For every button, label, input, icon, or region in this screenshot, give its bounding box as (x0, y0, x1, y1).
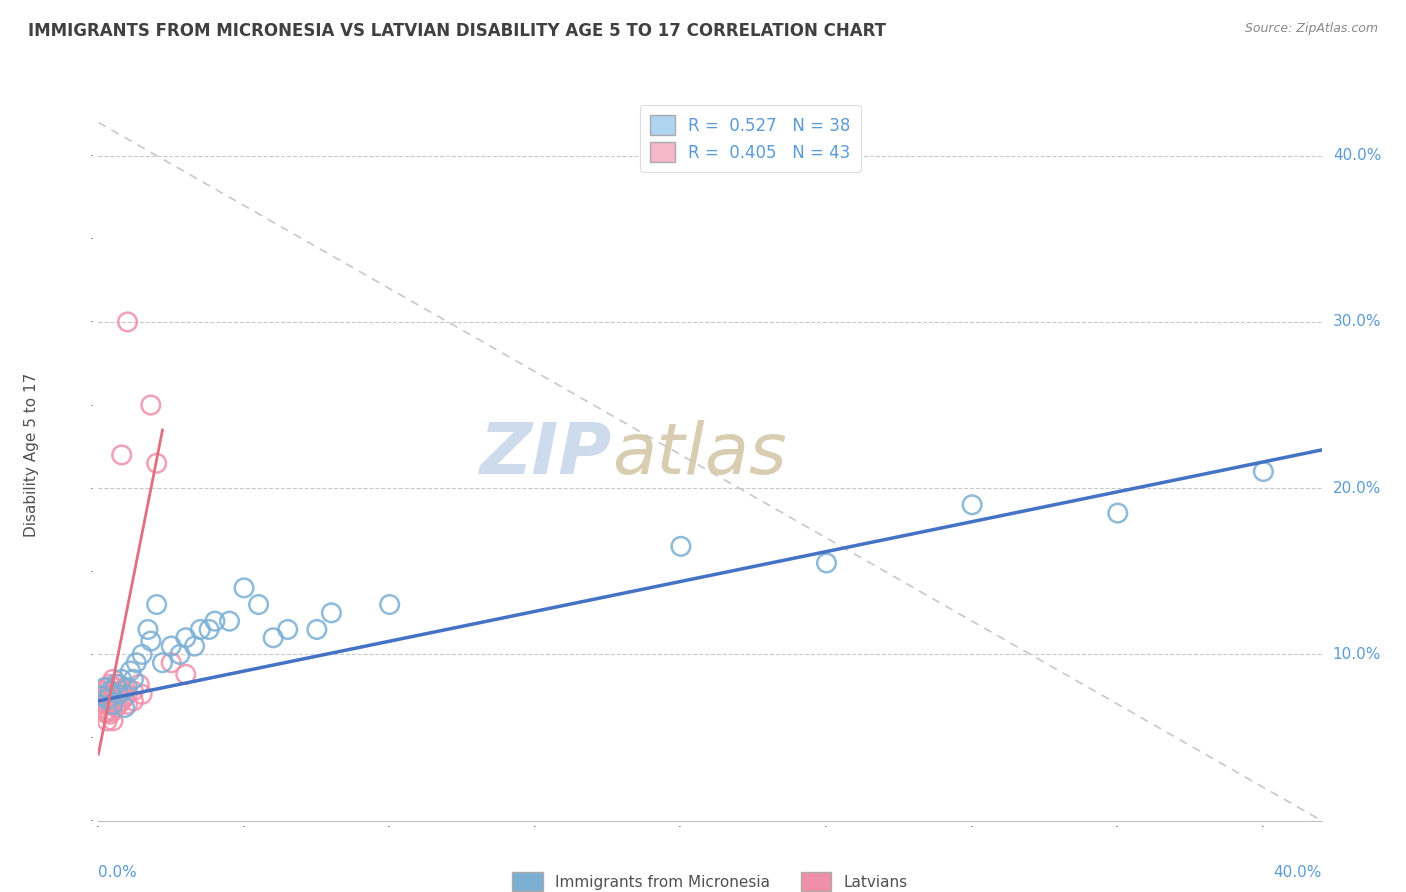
Text: Source: ZipAtlas.com: Source: ZipAtlas.com (1244, 22, 1378, 36)
Point (122, 673, 145, 687)
Point (96, 692, 118, 706)
Point (111, 694, 134, 708)
Point (111, 448, 134, 462)
Text: 10.0%: 10.0% (1333, 647, 1381, 662)
Point (277, 623, 299, 637)
Point (101, 698, 124, 712)
Point (305, 623, 328, 637)
Legend: Immigrants from Micronesia, Latvians: Immigrants from Micronesia, Latvians (506, 866, 914, 892)
Point (247, 598, 270, 612)
Point (101, 714, 124, 728)
Point (117, 681, 139, 695)
Point (125, 656, 148, 670)
Text: 40.0%: 40.0% (1333, 148, 1381, 163)
Point (96, 689, 118, 703)
Point (114, 681, 136, 695)
Point (169, 648, 191, 662)
Point (98, 684, 121, 698)
Point (96, 698, 118, 712)
Point (262, 631, 284, 645)
Point (101, 694, 124, 708)
Text: 30.0%: 30.0% (1333, 315, 1381, 329)
Point (90, 694, 112, 708)
Point (131, 687, 153, 701)
Point (117, 687, 139, 701)
Point (104, 681, 127, 695)
Point (160, 639, 183, 653)
Text: 20.0%: 20.0% (1333, 481, 1381, 496)
Point (111, 684, 134, 698)
Point (183, 639, 205, 653)
Point (378, 598, 401, 612)
Point (90, 700, 112, 714)
Point (117, 698, 139, 712)
Point (108, 687, 131, 701)
Point (139, 398, 162, 412)
Text: 40.0%: 40.0% (1274, 864, 1322, 880)
Point (1107, 506, 1129, 520)
Text: Disability Age 5 to 17: Disability Age 5 to 17 (24, 373, 38, 537)
Point (114, 690, 136, 705)
Point (122, 684, 145, 698)
Point (152, 656, 174, 670)
Point (145, 456, 167, 470)
Point (93, 698, 115, 712)
Point (108, 698, 131, 712)
Point (93, 690, 115, 705)
Point (960, 498, 983, 512)
Point (108, 687, 131, 701)
Point (218, 614, 240, 628)
Text: ZIP: ZIP (479, 420, 612, 490)
Point (120, 664, 142, 678)
Point (122, 694, 145, 708)
Point (93, 681, 115, 695)
Point (233, 581, 256, 595)
Point (104, 677, 127, 691)
Point (101, 684, 124, 698)
Point (101, 673, 124, 687)
Point (198, 623, 221, 637)
Point (98, 698, 121, 712)
Point (145, 598, 167, 612)
Point (96, 706, 118, 720)
Point (96, 681, 118, 695)
Point (114, 700, 136, 714)
Point (321, 606, 343, 620)
Text: IMMIGRANTS FROM MICRONESIA VS LATVIAN DISABILITY AGE 5 TO 17 CORRELATION CHART: IMMIGRANTS FROM MICRONESIA VS LATVIAN DI… (28, 22, 886, 40)
Point (98, 677, 121, 691)
Text: atlas: atlas (612, 420, 787, 490)
Point (93, 706, 115, 720)
Point (136, 623, 159, 637)
Point (174, 631, 197, 645)
Point (188, 623, 212, 637)
Point (98, 687, 121, 701)
Point (90, 689, 112, 703)
Point (90, 689, 112, 703)
Point (104, 700, 127, 714)
Point (204, 614, 226, 628)
Point (139, 634, 162, 648)
Point (111, 673, 134, 687)
Point (108, 677, 131, 691)
Point (117, 315, 139, 329)
Point (101, 704, 124, 718)
Point (669, 539, 692, 553)
Point (98, 707, 121, 722)
Point (1253, 465, 1275, 479)
Point (96, 714, 118, 728)
Point (128, 677, 150, 691)
Point (93, 684, 115, 698)
Point (160, 656, 183, 670)
Point (131, 648, 153, 662)
Point (815, 556, 838, 570)
Point (174, 667, 197, 681)
Point (104, 690, 127, 705)
Text: 0.0%: 0.0% (98, 864, 138, 880)
